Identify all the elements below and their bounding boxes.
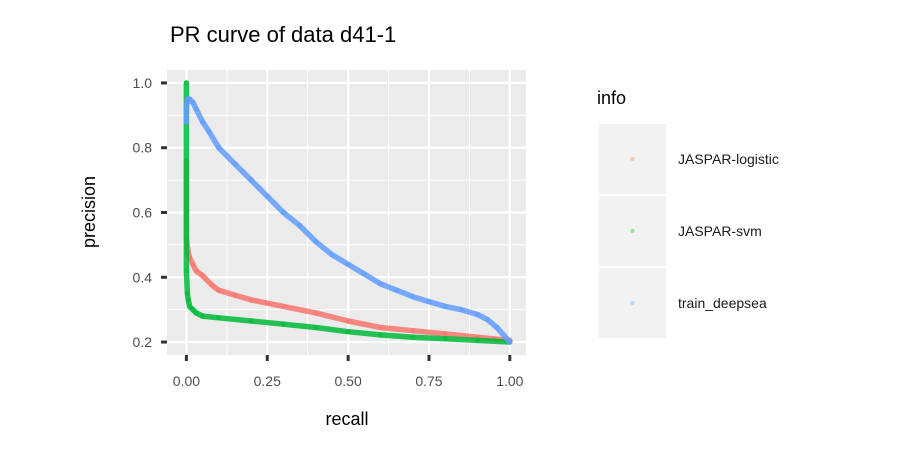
data-point-jaspar-svm — [377, 332, 384, 338]
data-point-jaspar-logistic — [209, 282, 215, 288]
legend-item-jaspar-logistic: JASPAR-logistic — [599, 124, 779, 194]
data-point-jaspar-logistic — [313, 310, 319, 316]
legend-key-background — [599, 196, 666, 266]
data-point-train-deepsea — [200, 119, 206, 125]
data-point-train-deepsea — [206, 128, 212, 135]
legend-label-jaspar-svm: JASPAR-svm — [678, 223, 762, 239]
legend-items: JASPAR-logistic JASPAR-svm train_deepsea — [599, 124, 779, 338]
data-point-jaspar-logistic — [410, 328, 416, 334]
data-point-jaspar-logistic — [190, 261, 196, 267]
legend-key-jaspar-logistic — [630, 156, 635, 162]
data-point-jaspar-logistic — [248, 297, 254, 303]
data-point-jaspar-svm — [280, 321, 286, 327]
legend-label-jaspar-logistic: JASPAR-logistic — [678, 151, 779, 167]
data-point-train-deepsea — [345, 261, 351, 267]
x-tick-label: 0.25 — [254, 373, 281, 389]
data-point-jaspar-logistic — [442, 331, 448, 337]
x-axis: 0.00 0.25 0.50 0.75 1.00 — [173, 355, 524, 389]
data-point-jaspar-svm — [187, 303, 193, 309]
data-point-train-deepsea — [426, 299, 432, 305]
data-point-jaspar-svm — [410, 334, 416, 340]
data-point-train-deepsea — [313, 239, 319, 245]
x-tick-label: 1.00 — [496, 373, 523, 389]
data-point-jaspar-logistic — [345, 318, 351, 324]
data-point-jaspar-logistic — [377, 324, 384, 331]
data-point-train-deepsea — [183, 119, 189, 125]
data-point-jaspar-svm — [313, 324, 319, 331]
legend-item-train-deepsea: train_deepsea — [599, 268, 767, 338]
data-point-jaspar-svm — [190, 307, 196, 313]
chart-title: PR curve of data d41-1 — [170, 22, 396, 47]
data-point-jaspar-svm — [183, 252, 189, 258]
legend-item-jaspar-svm: JASPAR-svm — [599, 196, 762, 266]
y-axis-title: precision — [79, 176, 99, 248]
data-point-jaspar-svm — [474, 337, 481, 343]
data-point-train-deepsea — [193, 106, 199, 112]
data-point-jaspar-logistic — [216, 287, 222, 293]
data-point-train-deepsea — [248, 177, 254, 183]
series-train-deepsea — [183, 96, 513, 345]
data-point-jaspar-svm — [183, 268, 189, 274]
data-point-train-deepsea — [410, 294, 416, 300]
data-point-train-deepsea — [297, 222, 303, 229]
legend-key-background — [599, 268, 666, 338]
data-point-jaspar-svm — [200, 313, 206, 319]
x-tick-label: 0.00 — [173, 373, 200, 389]
data-point-train-deepsea — [361, 271, 367, 277]
x-tick-label: 0.75 — [415, 373, 442, 389]
y-tick-label: 0.4 — [133, 269, 153, 285]
series-line-train-deepsea — [183, 96, 513, 345]
legend: info JASPAR-logistic JASPAR-svm train_deep… — [597, 88, 779, 338]
data-point-train-deepsea — [394, 287, 400, 293]
y-tick-label: 1.0 — [133, 75, 153, 91]
legend-key-train-deepsea — [630, 300, 635, 306]
data-point-jaspar-logistic — [232, 292, 238, 298]
data-point-train-deepsea — [216, 145, 222, 151]
data-point-train-deepsea — [377, 281, 384, 287]
legend-title: info — [597, 88, 626, 108]
data-point-jaspar-logistic — [280, 303, 286, 309]
data-point-jaspar-svm — [193, 310, 199, 316]
data-point-train-deepsea — [232, 161, 238, 167]
data-point-jaspar-svm — [345, 329, 351, 335]
data-point-train-deepsea — [183, 106, 189, 112]
data-point-train-deepsea — [442, 303, 448, 309]
data-point-train-deepsea — [329, 252, 335, 258]
data-point-train-deepsea — [190, 99, 196, 105]
legend-key-background — [599, 124, 666, 194]
data-point-train-deepsea — [484, 316, 490, 322]
data-point-jaspar-logistic — [200, 273, 206, 279]
data-point-jaspar-logistic — [264, 300, 270, 306]
data-point-jaspar-svm — [184, 290, 190, 297]
y-axis: 0.2 0.4 0.6 0.8 1.0 — [133, 75, 167, 350]
data-point-train-deepsea — [458, 307, 464, 313]
data-point-train-deepsea — [280, 209, 286, 216]
x-axis-title: recall — [325, 409, 368, 429]
data-series — [183, 80, 513, 345]
data-point-train-deepsea — [507, 339, 513, 345]
x-tick-label: 0.50 — [334, 373, 361, 389]
legend-label-train-deepsea: train_deepsea — [678, 295, 767, 311]
data-point-jaspar-svm — [248, 318, 254, 324]
data-point-train-deepsea — [264, 193, 270, 199]
data-point-jaspar-svm — [185, 297, 191, 303]
data-point-jaspar-svm — [216, 315, 222, 321]
data-point-jaspar-svm — [442, 336, 448, 342]
data-point-train-deepsea — [187, 96, 193, 102]
data-point-jaspar-svm — [183, 80, 189, 86]
legend-key-jaspar-svm — [630, 228, 635, 234]
y-tick-label: 0.8 — [133, 140, 153, 156]
data-point-jaspar-logistic — [193, 268, 199, 274]
data-point-train-deepsea — [474, 311, 481, 318]
y-tick-label: 0.2 — [133, 334, 153, 350]
y-tick-label: 0.6 — [133, 205, 153, 221]
data-point-train-deepsea — [494, 324, 500, 331]
